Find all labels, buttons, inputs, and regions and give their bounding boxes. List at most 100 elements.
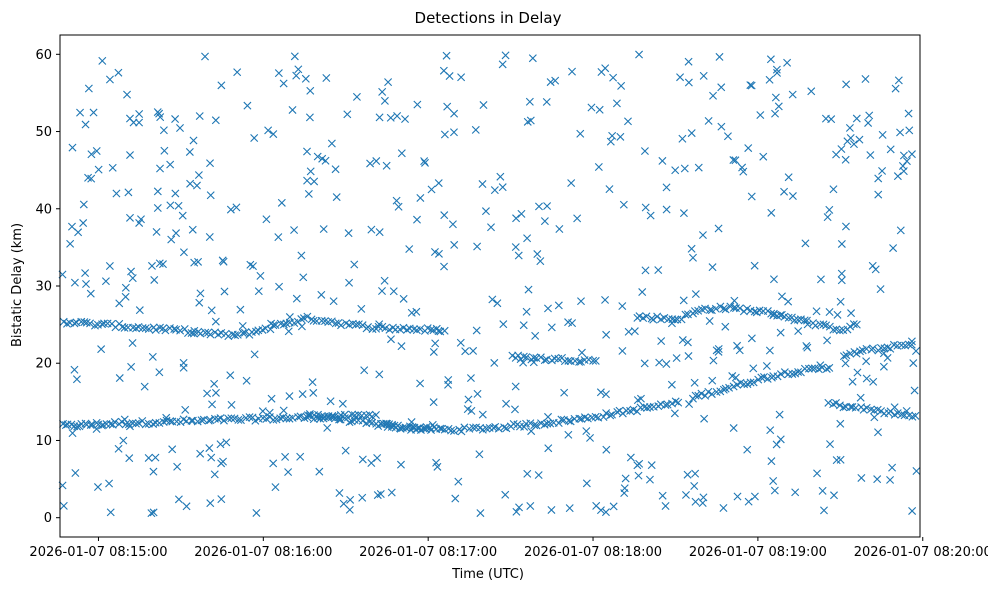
scatter-point-clutter <box>217 81 226 90</box>
scatter-point-track-low-a <box>348 410 357 419</box>
scatter-point-track-mid-c <box>719 304 728 313</box>
scatter-point-clutter <box>878 166 887 175</box>
scatter-point-clutter <box>788 192 797 201</box>
scatter-point-clutter <box>428 420 437 429</box>
scatter-point-clutter <box>694 163 703 172</box>
scatter-point-clutter <box>173 462 182 471</box>
scatter-point-clutter <box>907 337 916 346</box>
scatter-point-clutter <box>335 488 344 497</box>
scatter-point-clutter <box>144 453 153 462</box>
scatter-point-clutter <box>662 360 671 369</box>
scatter-point-track-mid-c <box>721 305 730 314</box>
x-tick-label: 2026-01-07 08:18:00 <box>524 545 662 560</box>
scatter-point-clutter <box>512 507 521 516</box>
scatter-point-clutter <box>524 285 533 294</box>
scatter-point-clutter <box>746 81 755 90</box>
scatter-point-clutter <box>135 118 144 127</box>
scatter-point-clutter <box>712 346 721 355</box>
scatter-point-clutter <box>636 394 645 403</box>
scatter-point-clutter <box>238 321 247 330</box>
scatter-point-clutter <box>448 220 457 229</box>
scatter-point-clutter <box>708 376 717 385</box>
scatter-point-clutter <box>471 125 480 134</box>
scatter-point-clutter <box>479 101 488 110</box>
scatter-point-track-low-b <box>661 400 670 409</box>
scatter-point-clutter <box>700 414 709 423</box>
scatter-point-clutter <box>899 151 908 160</box>
scatter-point-clutter <box>350 260 359 269</box>
scatter-point-track-mid-a <box>279 320 288 329</box>
scatter-point-clutter <box>621 474 630 483</box>
scatter-point-track-mid-a <box>416 325 425 334</box>
scatter-point-track-mid-b <box>589 356 598 365</box>
scatter-point-clutter <box>71 469 80 478</box>
scatter-point-clutter <box>905 126 914 135</box>
scatter-point-clutter <box>687 244 696 253</box>
scatter-point-clutter <box>874 190 883 199</box>
scatter-point-clutter <box>290 52 299 61</box>
scatter-point-clutter <box>601 508 610 517</box>
scatter-point-track-low-b <box>345 418 354 427</box>
scatter-point-clutter <box>898 162 907 171</box>
scatter-point-clutter <box>322 74 331 83</box>
scatter-point-track-mid-c <box>849 320 858 329</box>
scatter-point-clutter <box>519 321 528 330</box>
scatter-point-clutter <box>912 347 920 355</box>
scatter-point-clutter <box>112 189 121 198</box>
scatter-point-clutter <box>691 290 700 299</box>
scatter-point-track-low-a <box>141 420 150 429</box>
scatter-point-clutter <box>309 388 318 397</box>
scatter-point-clutter <box>386 335 395 344</box>
scatter-point-clutter <box>86 289 95 298</box>
scatter-point-clutter <box>281 452 290 461</box>
scatter-point-clutter <box>188 225 197 234</box>
scatter-point-clutter <box>684 352 693 361</box>
scatter-point-clutter <box>294 65 303 74</box>
scatter-point-clutter <box>780 187 789 196</box>
scatter-point-track-low-a <box>236 416 245 425</box>
scatter-point-clutter <box>332 193 341 202</box>
scatter-point-clutter <box>127 267 136 276</box>
scatter-point-clutter <box>476 509 485 518</box>
scatter-point-clutter <box>555 225 564 234</box>
scatter-point-clutter <box>849 140 858 149</box>
scatter-point-clutter <box>375 370 384 379</box>
scatter-point-track-low-a <box>188 416 197 425</box>
scatter-point-clutter <box>551 76 560 85</box>
scatter-point-clutter <box>771 93 780 102</box>
scatter-point-clutter <box>633 461 642 470</box>
scatter-point-clutter <box>698 231 707 240</box>
scatter-point-clutter <box>767 457 776 466</box>
scatter-point-clutter <box>564 430 573 439</box>
scatter-point-clutter <box>367 225 376 234</box>
scatter-point-clutter <box>893 172 902 181</box>
scatter-point-clutter <box>888 463 897 472</box>
scatter-point-track-mid-a <box>161 326 170 335</box>
scatter-point-track-low-b <box>566 417 575 426</box>
scatter-point-clutter <box>767 208 776 217</box>
scatter-point-track-low-b <box>557 415 566 424</box>
scatter-point-track-low-d <box>911 411 920 420</box>
scatter-point-clutter <box>262 215 271 224</box>
scatter-point-clutter <box>602 330 611 339</box>
y-tick-label: 60 <box>35 48 52 63</box>
scatter-point-clutter <box>501 51 510 60</box>
scatter-point-track-low-b <box>554 419 563 428</box>
y-tick-label: 50 <box>35 125 52 140</box>
scatter-point-clutter <box>784 173 793 182</box>
scatter-point-track-low-d <box>897 410 906 419</box>
scatter-point-track-low-b <box>358 416 367 425</box>
scatter-point-clutter <box>671 166 680 175</box>
scatter-point-clutter <box>378 287 386 295</box>
scatter-point-clutter <box>841 222 850 231</box>
scatter-point-clutter <box>162 413 171 422</box>
scatter-point-clutter <box>533 250 542 259</box>
scatter-point-clutter <box>429 347 438 356</box>
scatter-point-track-mid-d <box>907 340 916 349</box>
scatter-point-clutter <box>547 323 556 332</box>
scatter-point-clutter <box>868 261 877 270</box>
scatter-point-clutter <box>756 111 765 120</box>
scatter-point-track-mid-c <box>811 321 820 330</box>
scatter-point-track-mid-a <box>327 317 336 326</box>
scatter-point-clutter <box>498 183 507 192</box>
